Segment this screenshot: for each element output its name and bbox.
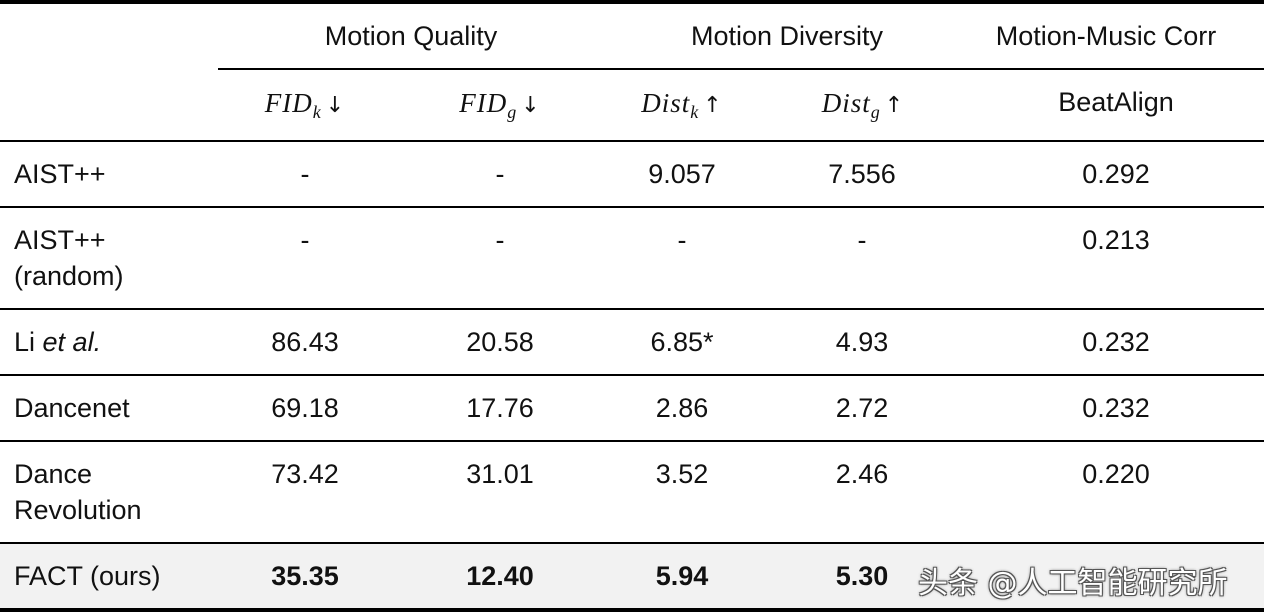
value-beatalign: 0.292 — [1082, 159, 1150, 189]
value-dist-k: 5.94 — [655, 561, 709, 591]
value-fid-k: 73.42 — [271, 459, 339, 489]
value-fid-g: 31.01 — [466, 459, 534, 489]
value-dist-k: - — [677, 225, 687, 255]
value-dist-g: 2.46 — [835, 459, 889, 489]
method-name: AIST++ — [14, 225, 106, 255]
row-rule — [0, 308, 1264, 310]
method-name-line2: Revolution — [14, 495, 142, 525]
value-beatalign: 0.232 — [1082, 393, 1150, 423]
metric-header-fid-k: FIDk ↓ — [264, 88, 346, 122]
value-dist-k: 2.86 — [655, 393, 709, 423]
header-rule — [0, 140, 1264, 142]
row-rule — [0, 206, 1264, 208]
value-beatalign: 0.220 — [1082, 459, 1150, 489]
value-fid-g: 12.40 — [466, 561, 534, 591]
value-fid-g: 20.58 — [466, 327, 534, 357]
value-fid-g: 17.76 — [466, 393, 534, 423]
metric-header-dist-k: Distk ↑ — [641, 88, 723, 122]
value-beatalign: 0.232 — [1082, 327, 1150, 357]
group-header-corr: Motion-Music Corr — [995, 21, 1217, 51]
value-dist-k: 3.52 — [655, 459, 709, 489]
metric-header-fid-g: FIDg ↓ — [459, 88, 541, 122]
watermark: 头条 @人工智能研究所 — [918, 566, 1228, 601]
method-name: FACT (ours) — [14, 561, 161, 591]
value-fid-k: 69.18 — [271, 393, 339, 423]
row-rule — [0, 440, 1264, 442]
group-rule — [218, 68, 1264, 70]
value-fid-g: - — [495, 159, 505, 189]
method-name: AIST++ — [14, 159, 106, 189]
value-dist-k: 9.057 — [648, 159, 716, 189]
method-name: Dancenet — [14, 393, 130, 423]
value-fid-k: 86.43 — [271, 327, 339, 357]
value-dist-k: 6.85* — [650, 327, 714, 357]
value-dist-g: 7.556 — [828, 159, 896, 189]
value-fid-k: 35.35 — [271, 561, 339, 591]
value-dist-g: 4.93 — [835, 327, 889, 357]
value-beatalign: 0.213 — [1082, 225, 1150, 255]
value-fid-k: - — [300, 225, 310, 255]
row-rule — [0, 542, 1264, 544]
method-name: Li et al. — [14, 327, 102, 357]
metric-header-dist-g: Distg ↑ — [821, 88, 905, 122]
value-dist-g: - — [857, 225, 867, 255]
top-rule — [0, 0, 1264, 4]
highlight-row-background — [0, 544, 1264, 609]
row-rule — [0, 374, 1264, 376]
method-name-emphasis: et al. — [42, 327, 102, 357]
metric-header-beatalign: BeatAlign — [1058, 87, 1174, 117]
method-name: Dance — [14, 459, 93, 489]
value-fid-k: - — [300, 159, 310, 189]
value-fid-g: - — [495, 225, 505, 255]
bottom-rule — [0, 608, 1264, 612]
value-dist-g: 2.72 — [835, 393, 889, 423]
group-header-quality: Motion Quality — [324, 21, 498, 51]
group-header-diversity: Motion Diversity — [690, 21, 884, 51]
method-name-line2: (random) — [14, 261, 124, 291]
value-dist-g: 5.30 — [835, 561, 889, 591]
